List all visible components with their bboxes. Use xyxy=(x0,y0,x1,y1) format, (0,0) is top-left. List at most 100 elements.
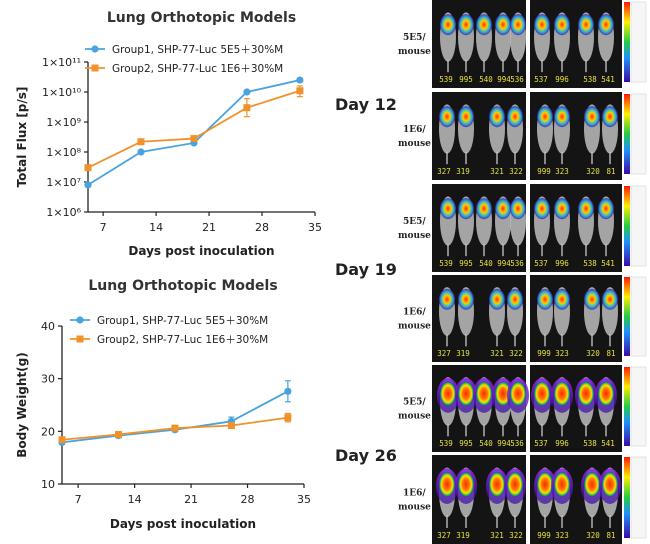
mouse-id-label: 320 xyxy=(586,531,600,540)
series-line-group1 xyxy=(87,79,301,186)
mouse-id-label: 995 xyxy=(459,259,473,268)
y-tick-label: 40 xyxy=(41,320,55,333)
color-scale-bar xyxy=(624,94,630,174)
mouse-id-label: 538 xyxy=(583,259,597,268)
total-flux-chart: Lung Orthotopic Models 7 14 21 28 35 1×10⁶ 1×10… xyxy=(15,10,322,258)
signal-spot xyxy=(440,381,456,406)
y-tick-label: 10 xyxy=(41,478,55,491)
signal-spot xyxy=(534,14,550,36)
mouse-id-label: 541 xyxy=(601,259,615,268)
x-tick-label: 28 xyxy=(241,493,255,506)
row-label: mouse xyxy=(398,231,431,241)
x-axis-label: Days post inoculation xyxy=(110,517,256,531)
signal-spot xyxy=(584,288,600,310)
x-tick-label: 14 xyxy=(128,493,142,506)
color-scale-bar xyxy=(624,2,630,82)
y-tick-label: 1×10⁷ xyxy=(46,176,81,189)
y-axis-label: Body Weight(g) xyxy=(15,352,29,457)
mouse-id-label: 999 xyxy=(537,167,551,176)
signal-spot xyxy=(578,14,594,36)
scale-tick-area xyxy=(630,1,647,83)
signal-spot xyxy=(554,471,570,497)
y-tick-label: 20 xyxy=(41,425,55,438)
legend-marker xyxy=(76,316,84,324)
y-axis-label: Total Flux [p/s] xyxy=(15,87,29,188)
signal-spot xyxy=(507,288,523,310)
signal-spot xyxy=(439,288,455,310)
mouse-id-label: 536 xyxy=(510,259,524,268)
legend-label: Group2, SHP-77-Luc 1E6＋30%M xyxy=(97,334,268,346)
y-tick-label: 1×10¹⁰ xyxy=(42,86,82,99)
row-label: 5E5/ xyxy=(403,33,426,43)
scale-tick-area xyxy=(630,456,647,539)
mouse-id-label: 994 xyxy=(497,259,511,268)
legend-label: Group1, SHP-77-Luc 5E5＋30%M xyxy=(112,44,283,56)
mouse-id-label: 81 xyxy=(606,349,615,358)
mouse-id-label: 537 xyxy=(534,75,548,84)
signal-spot xyxy=(458,471,474,497)
mouse-id-label: 323 xyxy=(555,349,569,358)
color-scale-bar xyxy=(624,186,630,266)
signal-spot xyxy=(584,106,600,128)
signal-spot xyxy=(598,198,614,220)
signal-spot xyxy=(510,198,526,220)
color-scale-bar xyxy=(624,457,630,538)
signal-spot xyxy=(440,14,456,36)
legend-label: Group1, SHP-77-Luc 5E5＋30%M xyxy=(97,315,268,327)
signal-spot xyxy=(554,14,570,36)
signal-spot xyxy=(507,106,523,128)
row-label: 1E6/ xyxy=(403,125,426,135)
signal-spot xyxy=(507,471,523,497)
signal-spot xyxy=(554,106,570,128)
mouse-id-label: 538 xyxy=(583,75,597,84)
signal-spot xyxy=(476,198,492,220)
mouse-id-label: 320 xyxy=(586,349,600,358)
mouse-id-label: 321 xyxy=(490,349,504,358)
mouse-id-label: 322 xyxy=(509,349,523,358)
signal-spot xyxy=(458,106,474,128)
mouse-id-label: 996 xyxy=(555,259,569,268)
y-tick-label: 1×10⁶ xyxy=(46,206,81,219)
signal-spot xyxy=(476,381,492,406)
mouse-id-label: 994 xyxy=(497,439,511,448)
mouse-id-label: 541 xyxy=(601,439,615,448)
data-point-group2 xyxy=(243,104,251,112)
row-label: 1E6/ xyxy=(403,489,426,499)
mouse-id-label: 995 xyxy=(459,75,473,84)
signal-spot xyxy=(510,381,526,406)
signal-spot xyxy=(598,381,614,406)
signal-spot xyxy=(554,288,570,310)
mouse-id-label: 999 xyxy=(537,349,551,358)
day-label: Day 26 xyxy=(335,446,397,465)
row-label: 5E5/ xyxy=(403,398,426,408)
signal-spot xyxy=(554,198,570,220)
mouse-id-label: 539 xyxy=(439,75,453,84)
mouse-id-label: 319 xyxy=(456,349,470,358)
mouse-id-label: 539 xyxy=(439,259,453,268)
row-label: mouse xyxy=(398,47,431,57)
color-scale-bar xyxy=(624,367,630,446)
color-scale-bar xyxy=(624,277,630,356)
scale-tick-area xyxy=(630,185,647,267)
mouse-id-label: 994 xyxy=(497,75,511,84)
signal-spot xyxy=(439,106,455,128)
legend-marker xyxy=(91,64,99,72)
data-point-group2 xyxy=(137,138,145,146)
data-point-group1 xyxy=(84,181,92,189)
day-label: Day 19 xyxy=(335,260,397,279)
signal-spot xyxy=(458,198,474,220)
mouse-id-label: 319 xyxy=(456,167,470,176)
signal-spot xyxy=(584,471,600,497)
signal-spot xyxy=(537,106,553,128)
mouse-id-label: 999 xyxy=(537,531,551,540)
mouse-id-label: 81 xyxy=(606,167,615,176)
x-tick-label: 35 xyxy=(297,493,311,506)
mouse-id-label: 536 xyxy=(510,439,524,448)
signal-spot xyxy=(537,471,553,497)
mouse-id-label: 996 xyxy=(555,439,569,448)
y-tick-label: 1×10⁹ xyxy=(46,116,81,129)
series-line-group1 xyxy=(61,390,289,444)
mouse-id-label: 327 xyxy=(437,167,451,176)
